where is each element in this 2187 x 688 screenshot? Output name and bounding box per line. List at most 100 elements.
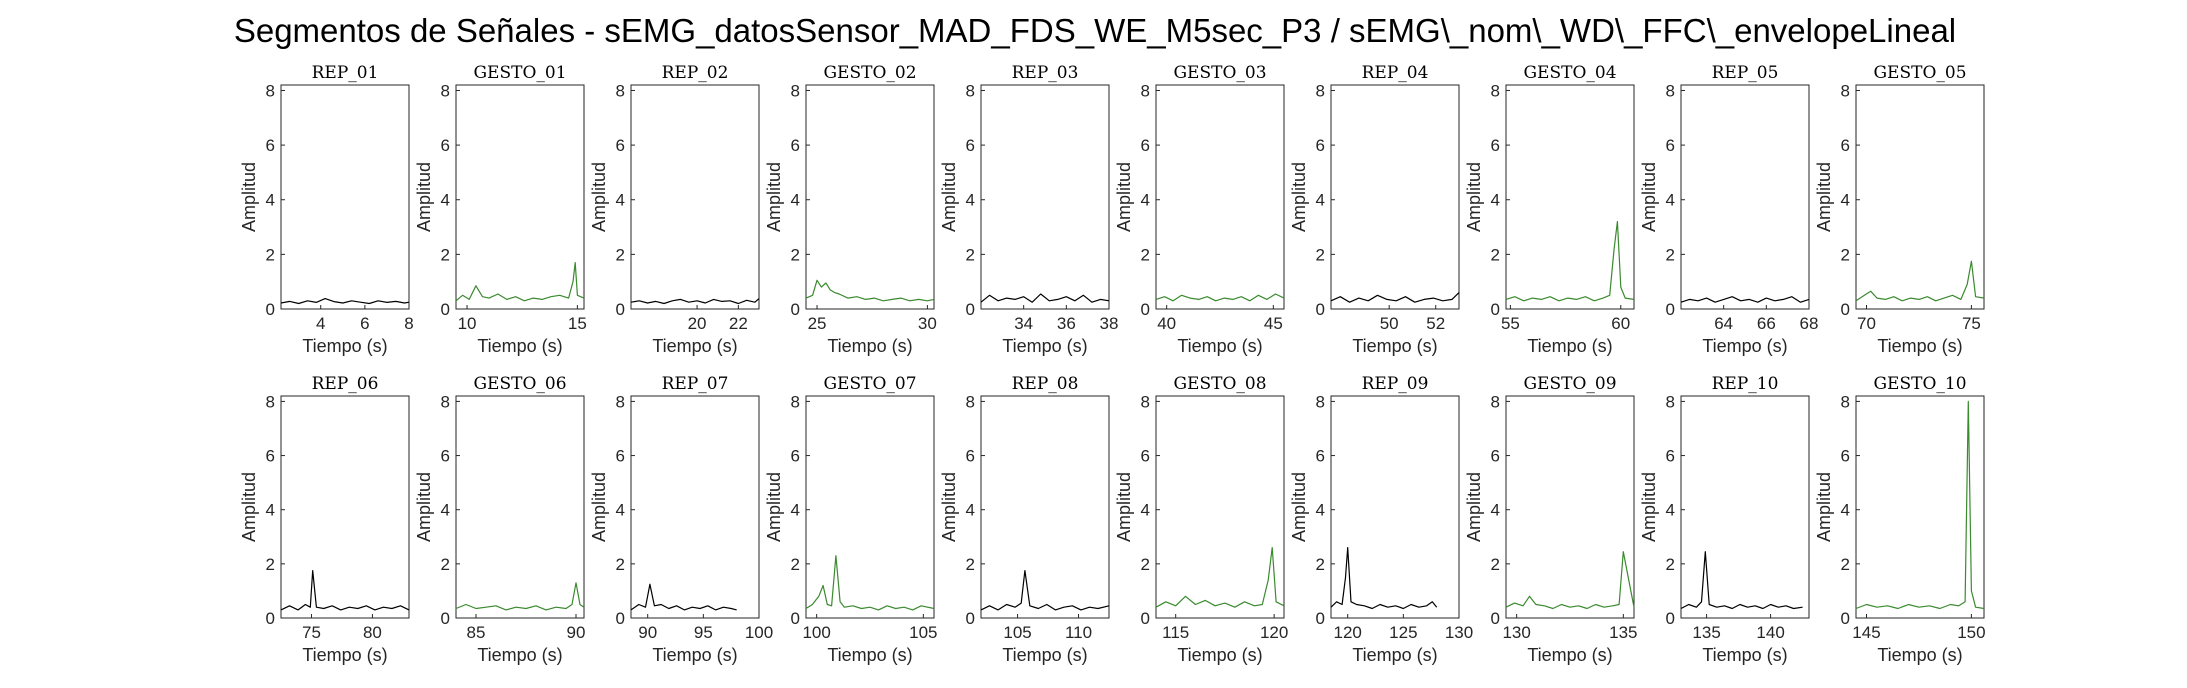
y-tick-label: 8	[1841, 81, 1850, 100]
y-axis-label: Amplitud	[1464, 472, 1484, 542]
subplot-title: GESTO_09	[1523, 374, 1616, 394]
x-tick-label: 115	[1162, 623, 1189, 642]
series-line-rep-03	[980, 293, 1110, 303]
subplot-gesto-02: 0 2 4 6 8 25 30 GESTO_02 Tiempo (s) Amplitud	[764, 63, 937, 356]
y-tick-label: 0	[1141, 609, 1150, 628]
x-tick-label: 105	[909, 623, 937, 642]
y-tick-label: 8	[266, 81, 275, 100]
subplot-rep-10: 0 2 4 6 8 135 140 REP_10 Tiempo (s) Amplitud	[1639, 374, 1810, 665]
y-tick-label: 4	[966, 191, 975, 210]
y-tick-label: 6	[1141, 447, 1150, 466]
subplot-title: REP_03	[1012, 63, 1079, 83]
y-tick-label: 0	[1841, 609, 1850, 628]
axes-frame	[630, 84, 760, 310]
y-tick-label: 6	[1316, 447, 1325, 466]
x-tick-label: 110	[1065, 623, 1092, 642]
x-axis-label: Tiempo (s)	[1527, 645, 1612, 665]
subplot-rep-06: 0 2 4 6 8 75 80 REP_06 Tiempo (s) Amplitud	[239, 374, 410, 665]
y-tick-label: 6	[441, 447, 450, 466]
y-tick-label: 0	[1841, 300, 1850, 319]
subplot-gesto-06: 0 2 4 6 8 85 90 GESTO_06 Tiempo (s) Amplitud	[414, 374, 585, 665]
y-axis-label: Amplitud	[1289, 162, 1309, 232]
y-tick-label: 0	[616, 609, 625, 628]
subplot-rep-08: 0 2 4 6 8 105 110 REP_08 Tiempo (s) Amplitud	[939, 374, 1110, 665]
y-axis-label: Amplitud	[589, 472, 609, 542]
x-axis-label: Tiempo (s)	[1177, 336, 1262, 356]
y-tick-label: 2	[791, 245, 800, 264]
y-axis-label: Amplitud	[1114, 472, 1134, 542]
y-tick-label: 8	[441, 392, 450, 411]
x-axis-label: Tiempo (s)	[1002, 645, 1087, 665]
x-axis-label: Tiempo (s)	[827, 336, 912, 356]
y-tick-label: 6	[966, 136, 975, 155]
y-axis-label: Amplitud	[1639, 472, 1659, 542]
series-line-gesto-03	[1155, 293, 1285, 302]
subplot-rep-01: 0 2 4 6 8 4 6 8 REP_01 Tiempo (s) Amplitud	[239, 63, 414, 356]
y-tick-label: 2	[266, 245, 275, 264]
y-tick-label: 4	[1491, 501, 1500, 520]
series-line-rep-08	[980, 569, 1110, 611]
y-axis-label: Amplitud	[939, 162, 959, 232]
x-axis-label: Tiempo (s)	[1002, 336, 1087, 356]
x-tick-label: 100	[745, 623, 773, 642]
y-tick-label: 0	[966, 609, 975, 628]
y-tick-label: 4	[1141, 191, 1150, 210]
x-tick-label: 95	[694, 623, 713, 642]
subplot-gesto-01: 0 2 4 6 8 10 15 GESTO_01 Tiempo (s) Amplitud	[414, 63, 587, 356]
y-axis-label: Amplitud	[239, 472, 259, 542]
series-line-gesto-02	[805, 279, 935, 302]
x-tick-label: 60	[1611, 314, 1630, 333]
x-tick-label: 8	[404, 314, 413, 333]
x-tick-label: 45	[1264, 314, 1283, 333]
subplot-title: REP_02	[662, 63, 729, 83]
y-tick-label: 6	[1841, 136, 1850, 155]
y-tick-label: 2	[1141, 245, 1150, 264]
x-tick-label: 34	[1014, 314, 1033, 333]
subplot-gesto-05: 0 2 4 6 8 70 75 GESTO_05 Tiempo (s) Amplitud	[1814, 63, 1985, 356]
x-axis-label: Tiempo (s)	[477, 645, 562, 665]
y-tick-label: 6	[1841, 447, 1850, 466]
subplot-title: GESTO_01	[473, 63, 566, 83]
axes-frame	[805, 395, 935, 619]
series-line-rep-02	[630, 298, 760, 305]
subplot-gesto-03: 0 2 4 6 8 40 45 GESTO_03 Tiempo (s) Amplitud	[1114, 63, 1285, 356]
x-axis-label: Tiempo (s)	[302, 336, 387, 356]
x-tick-label: 120	[1260, 623, 1288, 642]
y-tick-label: 8	[1141, 392, 1150, 411]
x-axis-label: Tiempo (s)	[1352, 336, 1437, 356]
y-tick-label: 0	[1491, 609, 1500, 628]
subplot-gesto-10: 0 2 4 6 8 145 150 GESTO_10 Tiempo (s) Amplitud	[1814, 374, 1986, 665]
y-tick-label: 6	[266, 447, 275, 466]
y-tick-label: 2	[1491, 555, 1500, 574]
x-tick-label: 135	[1692, 623, 1720, 642]
axes-frame	[1680, 395, 1810, 619]
y-tick-label: 2	[616, 245, 625, 264]
subplot-gesto-09: 0 2 4 6 8 130 135 GESTO_09 Tiempo (s) Amplitud	[1464, 374, 1638, 665]
y-tick-label: 2	[441, 245, 450, 264]
y-tick-label: 8	[1666, 81, 1675, 100]
subplot-title: REP_04	[1362, 63, 1429, 83]
x-tick-label: 52	[1426, 314, 1445, 333]
subplot-title: REP_06	[312, 374, 379, 394]
x-tick-label: 10	[458, 314, 477, 333]
axes-frame	[455, 84, 585, 310]
x-tick-label: 105	[1003, 623, 1031, 642]
series-line-rep-07	[630, 583, 737, 611]
y-tick-label: 6	[791, 447, 800, 466]
x-tick-label: 100	[802, 623, 830, 642]
x-tick-label: 80	[363, 623, 382, 642]
subplot-title: REP_08	[1012, 374, 1079, 394]
series-line-gesto-08	[1155, 546, 1285, 608]
y-axis-label: Amplitud	[1289, 472, 1309, 542]
x-axis-label: Tiempo (s)	[827, 645, 912, 665]
axes-frame	[280, 84, 410, 310]
y-tick-label: 8	[1316, 81, 1325, 100]
x-tick-label: 4	[316, 314, 325, 333]
y-axis-label: Amplitud	[1639, 162, 1659, 232]
y-axis-label: Amplitud	[939, 472, 959, 542]
axes-frame	[630, 395, 760, 619]
y-tick-label: 0	[266, 609, 275, 628]
